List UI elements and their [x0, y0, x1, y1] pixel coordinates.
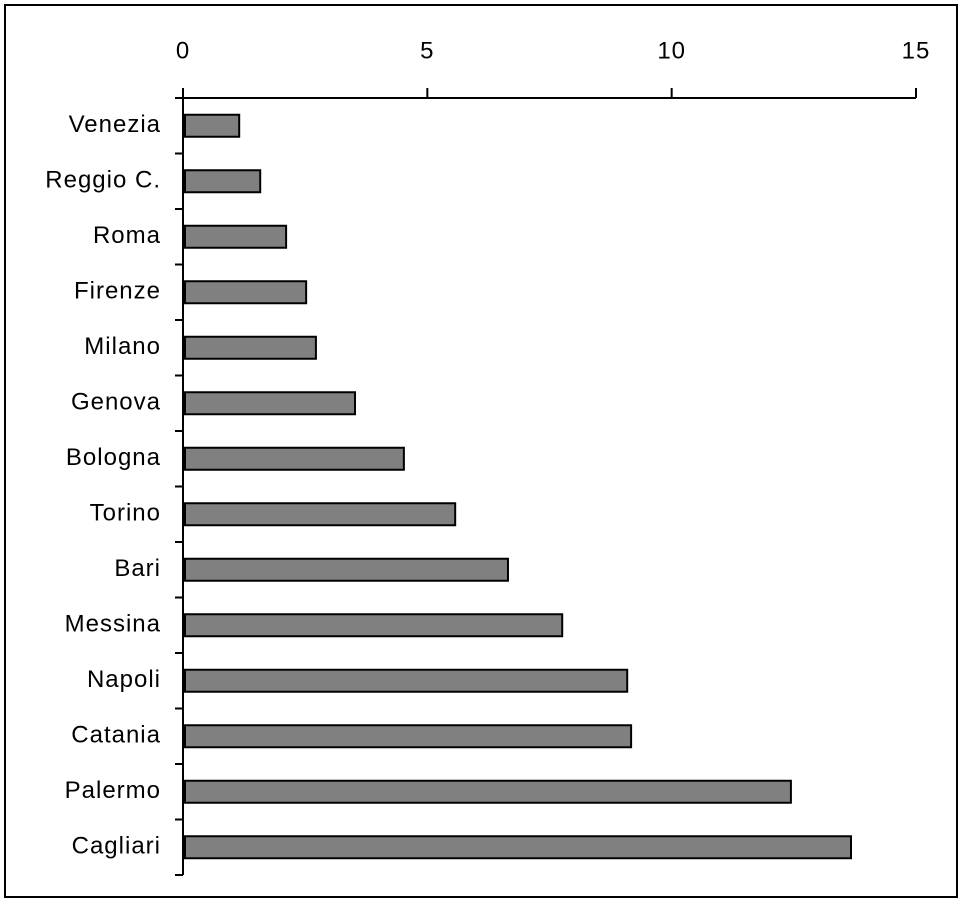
bar [184, 224, 288, 249]
bar [184, 557, 509, 582]
bar [184, 169, 262, 194]
bar [184, 335, 317, 360]
x-tick-label: 15 [902, 37, 931, 64]
x-tick-label: 5 [420, 37, 434, 64]
bar [184, 280, 308, 305]
y-tick-label: Palermo [65, 777, 161, 804]
y-tick-label: Genova [71, 389, 161, 416]
bar [184, 724, 633, 749]
chart-frame [4, 4, 958, 898]
x-tick-label: 10 [657, 37, 686, 64]
y-tick-label: Catania [71, 722, 161, 749]
y-tick-label: Torino [90, 500, 161, 527]
x-tick-label: 0 [176, 37, 190, 64]
bar [184, 391, 357, 416]
bar [184, 835, 853, 860]
y-tick-label: Messina [65, 611, 161, 638]
y-tick-label: Bologna [66, 444, 161, 471]
y-tick-label: Milano [84, 333, 161, 360]
y-tick-label: Reggio C. [45, 167, 161, 194]
y-tick-label: Firenze [74, 278, 161, 305]
bar [184, 613, 564, 638]
bar [184, 779, 792, 804]
bar [184, 502, 457, 527]
y-tick-label: Bari [114, 555, 161, 582]
y-tick-label: Roma [93, 222, 161, 249]
bar [184, 113, 241, 138]
bar [184, 668, 629, 693]
y-tick-label: Napoli [87, 666, 161, 693]
y-tick-label: Cagliari [72, 833, 161, 860]
bar [184, 446, 405, 471]
y-tick-label: Venezia [69, 111, 161, 138]
